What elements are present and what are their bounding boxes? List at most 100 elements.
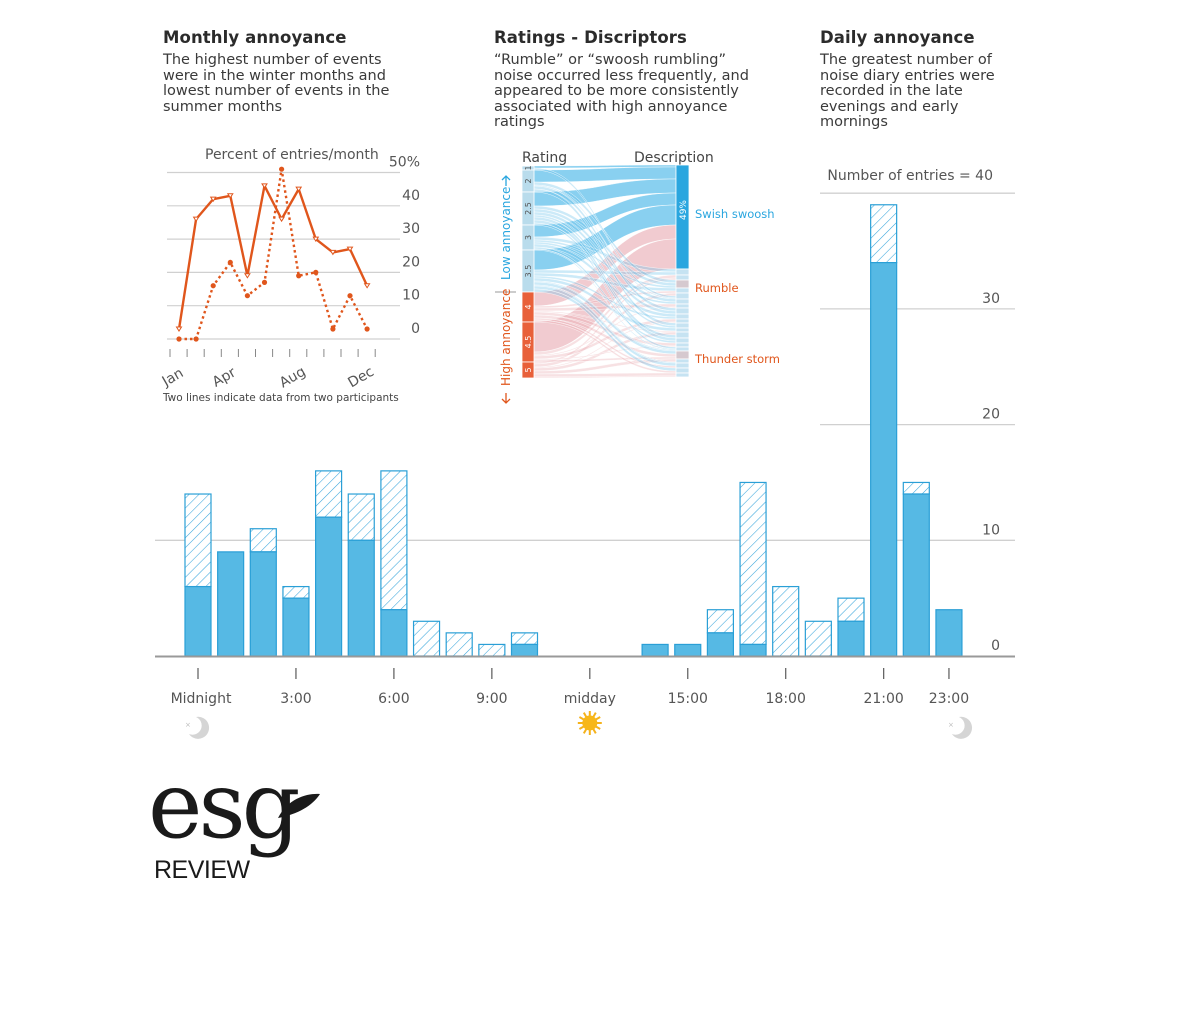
bar-hatched-segment	[837, 597, 865, 622]
bar-hatched-segment	[347, 493, 375, 541]
description-node	[675, 362, 690, 369]
bar-hatched-segment	[315, 470, 343, 518]
rating-node-label: 5	[524, 367, 533, 372]
series-line-solid	[177, 184, 369, 330]
description-node	[675, 358, 690, 364]
x-tick-label: 21:00	[863, 691, 903, 707]
bar-solid-segment	[249, 551, 277, 657]
ratings-section: Ratings - Discriptors “Rumble” or “swoos…	[494, 28, 754, 131]
bar-solid-segment	[641, 643, 669, 657]
rating-header: Rating	[522, 150, 567, 166]
arrow-down-icon	[501, 393, 511, 404]
bar-solid-segment	[380, 609, 408, 657]
x-tick-label: midday	[564, 691, 616, 707]
data-point	[313, 269, 319, 275]
description-node	[675, 322, 690, 329]
x-tick-label: 3:00	[280, 691, 311, 707]
sun-ray	[582, 728, 588, 734]
data-point	[278, 216, 286, 223]
monthly-line-chart: 0 10 20 30 40 50% Percent of entries/month Jan A…	[159, 147, 420, 391]
description-node	[675, 367, 690, 374]
rating-node-label: 2.5	[524, 202, 533, 215]
description-node	[675, 274, 690, 281]
y-tick-label: 10	[402, 288, 420, 304]
ratings-title: Ratings - Discriptors	[494, 28, 687, 47]
data-point	[175, 326, 183, 332]
rating-node-label: 3	[524, 235, 533, 240]
monthly-section: Monthly annoyance The highest number of …	[163, 28, 423, 115]
data-point	[226, 193, 234, 199]
x-tick-label: 9:00	[476, 691, 507, 707]
description-node	[675, 303, 690, 309]
data-point	[244, 293, 250, 299]
moon-icon: ×	[948, 716, 973, 739]
bar-hatched-segment	[412, 620, 441, 657]
description-node	[675, 372, 690, 378]
sankey-links	[533, 164, 677, 379]
x-tick-label: Apr	[210, 364, 239, 390]
bar-solid-segment	[184, 585, 212, 657]
rating-node-label: 4.5	[524, 336, 533, 349]
bar-solid-segment	[837, 620, 865, 657]
bar-solid-segment	[706, 632, 735, 657]
chart-title: Percent of entries/month	[205, 147, 379, 163]
rating-node-label: 3.5	[524, 265, 533, 278]
data-point	[330, 326, 336, 332]
description-label: Thunder storm	[694, 352, 780, 366]
description-node	[675, 346, 690, 352]
x-tick-label: Dec	[345, 364, 376, 391]
sun-ray	[582, 712, 588, 718]
sun-ray	[592, 712, 597, 718]
daily-description: The greatest number of noise diary entri…	[820, 52, 995, 131]
data-point	[295, 186, 303, 193]
logo-review: REVIEW	[154, 856, 250, 884]
sun-ray	[595, 716, 601, 721]
description-node	[675, 350, 690, 360]
bar-hatched-segment	[739, 481, 767, 646]
description-node	[675, 292, 690, 300]
data-point	[279, 166, 285, 172]
description-node	[675, 298, 690, 305]
ratings-description: “Rumble” or “swoosh rumbling” noise occu…	[494, 52, 749, 131]
sun-ray	[592, 728, 597, 734]
moon-star: ×	[185, 721, 191, 729]
sun-ray	[578, 716, 585, 721]
description-node	[675, 342, 690, 348]
bar-solid-segment	[674, 643, 702, 657]
description-node	[675, 327, 690, 333]
bar-hatched-segment	[772, 585, 800, 657]
data-point	[210, 283, 216, 289]
rating-node-label: 4	[524, 304, 533, 309]
y-tick-label: 50%	[389, 155, 420, 171]
description-node	[675, 313, 690, 320]
data-point	[346, 246, 354, 253]
daily-title: Daily annoyance	[820, 28, 975, 47]
y-tick-label: 0	[991, 638, 1000, 654]
description-node	[675, 287, 690, 294]
x-tick-label: Jan	[159, 365, 187, 390]
high-annoyance-label: High annoyance	[499, 289, 513, 386]
data-point	[209, 196, 217, 203]
description-node	[675, 268, 690, 276]
data-point	[296, 273, 302, 279]
description-node	[675, 331, 690, 339]
rating-node	[521, 361, 535, 379]
description-header: Description	[634, 150, 714, 166]
y-tick-label: 20	[982, 407, 1000, 423]
data-point	[312, 236, 320, 243]
description-node	[675, 307, 690, 315]
data-point	[347, 293, 353, 299]
data-point	[329, 249, 337, 256]
bar-solid-segment	[870, 262, 898, 657]
description-node	[675, 279, 690, 289]
y-tick-label: 10	[982, 522, 1000, 538]
top-axis-label: Number of entries = 40	[827, 168, 993, 184]
monthly-title: Monthly annoyance	[163, 28, 347, 47]
bar-solid-segment	[935, 609, 963, 657]
description-label: Rumble	[695, 281, 739, 295]
bar-hatched-segment	[902, 481, 930, 495]
sun-ray	[578, 725, 585, 730]
data-point	[192, 216, 200, 223]
